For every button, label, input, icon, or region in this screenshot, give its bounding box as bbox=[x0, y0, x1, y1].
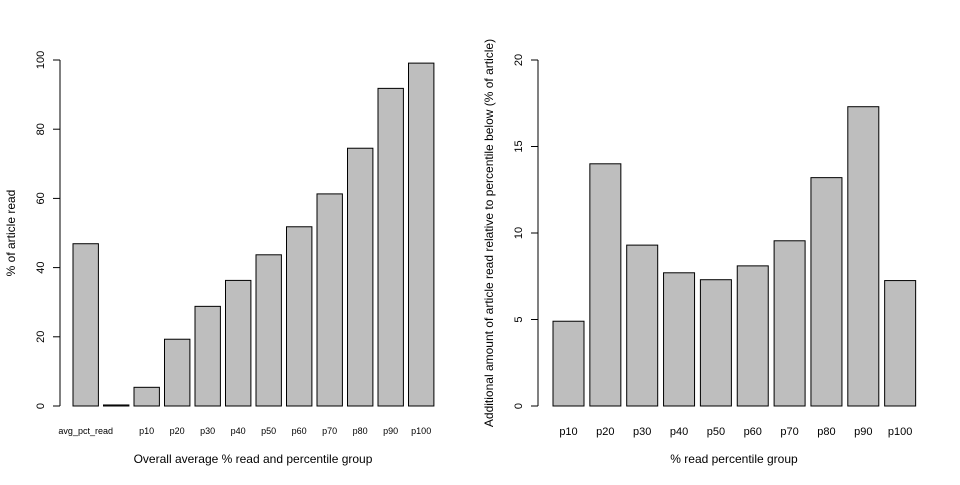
left-chart: Overall average % read and percentile gr… bbox=[4, 51, 435, 466]
right-y-tick-label: 10 bbox=[513, 227, 525, 239]
left-x-tick-label: p50 bbox=[261, 426, 276, 436]
left-bar-blank bbox=[103, 404, 130, 407]
left-x-tick-label: p10 bbox=[139, 426, 154, 436]
right-x-tick-label: p100 bbox=[888, 426, 912, 438]
left-x-tick-label: p40 bbox=[231, 426, 246, 436]
left-bar-p100 bbox=[408, 62, 435, 407]
left-bar-p80 bbox=[347, 147, 374, 407]
left-y-tick-label: 60 bbox=[35, 192, 47, 204]
left-x-tick-label: avg_pct_read bbox=[58, 426, 113, 436]
left-bar-avg_pct_read bbox=[72, 243, 99, 407]
right-bar-p80 bbox=[810, 177, 843, 407]
right-y-tick-label: 20 bbox=[513, 54, 525, 66]
right-y-axis-label: Additional amount of article read relati… bbox=[482, 39, 496, 427]
right-bar-p20 bbox=[589, 163, 622, 407]
right-bar-p70 bbox=[773, 240, 806, 407]
left-bar-p90 bbox=[377, 87, 404, 407]
right-chart: % read percentile group Additional amoun… bbox=[482, 39, 917, 466]
right-x-tick-label: p90 bbox=[854, 426, 872, 438]
right-x-tick-label: p70 bbox=[780, 426, 798, 438]
left-x-tick-label: p80 bbox=[353, 426, 368, 436]
left-bar-p60 bbox=[286, 226, 313, 407]
left-bar-p50 bbox=[255, 254, 282, 407]
left-y-tick-label: 20 bbox=[35, 331, 47, 343]
left-x-tick-label: p20 bbox=[170, 426, 185, 436]
left-bar-p30 bbox=[194, 305, 221, 407]
right-bar-p40 bbox=[663, 272, 696, 407]
right-x-tick-label: p80 bbox=[817, 426, 835, 438]
right-bar-p50 bbox=[699, 279, 732, 407]
right-x-tick-label: p30 bbox=[633, 426, 651, 438]
left-x-tick-label: p100 bbox=[411, 426, 431, 436]
left-x-axis-label: Overall average % read and percentile gr… bbox=[134, 452, 373, 466]
left-bar-p70 bbox=[316, 193, 343, 407]
left-x-tick-label: p60 bbox=[292, 426, 307, 436]
right-bar-p30 bbox=[626, 244, 659, 407]
right-bar-p60 bbox=[736, 265, 769, 407]
right-x-tick-label: p50 bbox=[707, 426, 725, 438]
left-x-tick-label: p30 bbox=[200, 426, 215, 436]
left-y-tick-label: 40 bbox=[35, 261, 47, 273]
right-y-tick-label: 15 bbox=[513, 140, 525, 152]
right-bar-p10 bbox=[552, 320, 585, 407]
right-x-axis-label: % read percentile group bbox=[670, 452, 798, 466]
right-x-tick-label: p20 bbox=[596, 426, 614, 438]
right-bar-p90 bbox=[847, 106, 880, 407]
left-y-tick-label: 100 bbox=[35, 51, 47, 69]
left-bar-p40 bbox=[225, 279, 252, 407]
right-x-tick-label: p40 bbox=[670, 426, 688, 438]
left-x-tick-label: p70 bbox=[322, 426, 337, 436]
left-y-axis-label: % of article read bbox=[4, 190, 18, 277]
right-bar-p100 bbox=[884, 280, 917, 407]
right-x-tick-label: p10 bbox=[559, 426, 577, 438]
left-bar-p10 bbox=[133, 386, 160, 407]
left-x-tick-label: p90 bbox=[383, 426, 398, 436]
left-bar-p20 bbox=[164, 338, 191, 407]
left-y-tick-label: 0 bbox=[35, 403, 47, 409]
right-y-tick-label: 5 bbox=[513, 316, 525, 322]
right-y-tick-label: 0 bbox=[513, 403, 525, 409]
right-x-tick-label: p60 bbox=[744, 426, 762, 438]
left-y-tick-label: 80 bbox=[35, 123, 47, 135]
